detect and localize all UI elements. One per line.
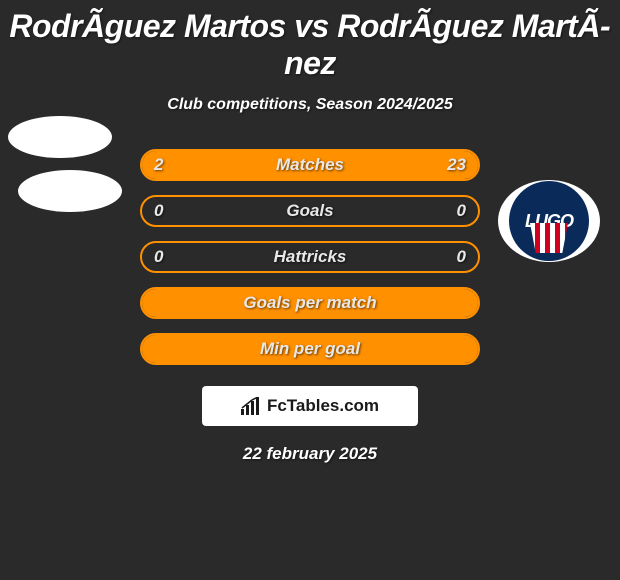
subtitle: Club competitions, Season 2024/2025 bbox=[0, 96, 620, 114]
stat-bar: Min per goal bbox=[140, 333, 480, 365]
stat-bar: 2 Matches 23 bbox=[140, 149, 480, 181]
stat-value-right: 0 bbox=[457, 247, 466, 267]
stat-bar: Goals per match bbox=[140, 287, 480, 319]
stat-label: Min per goal bbox=[260, 339, 360, 359]
brand-banner[interactable]: FcTables.com bbox=[202, 386, 418, 426]
stat-value-right: 23 bbox=[447, 155, 466, 175]
stat-row: 0 Goals 0 bbox=[0, 188, 620, 234]
footer-date: 22 february 2025 bbox=[0, 444, 620, 464]
stat-label: Goals per match bbox=[243, 293, 376, 313]
stat-bar: 0 Hattricks 0 bbox=[140, 241, 480, 273]
stat-label: Matches bbox=[276, 155, 344, 175]
brand-text: FcTables.com bbox=[267, 396, 379, 416]
stat-row: Goals per match bbox=[0, 280, 620, 326]
stat-value-left: 0 bbox=[154, 247, 163, 267]
stat-row: 0 Hattricks 0 bbox=[0, 234, 620, 280]
bar-chart-icon bbox=[241, 397, 263, 415]
stat-value-left: 2 bbox=[154, 155, 163, 175]
stat-row: Min per goal bbox=[0, 326, 620, 372]
stat-value-left: 0 bbox=[154, 201, 163, 221]
stat-label: Goals bbox=[286, 201, 333, 221]
stat-value-right: 0 bbox=[457, 201, 466, 221]
stat-bar: 0 Goals 0 bbox=[140, 195, 480, 227]
stat-row: 2 Matches 23 bbox=[0, 142, 620, 188]
comparison-chart: 2 Matches 23 0 Goals 0 0 Hattricks 0 Goals per ma… bbox=[0, 142, 620, 372]
stat-label: Hattricks bbox=[274, 247, 347, 267]
page-title: RodrÃ­guez Martos vs RodrÃ­guez MartÃ­ne… bbox=[0, 0, 620, 82]
